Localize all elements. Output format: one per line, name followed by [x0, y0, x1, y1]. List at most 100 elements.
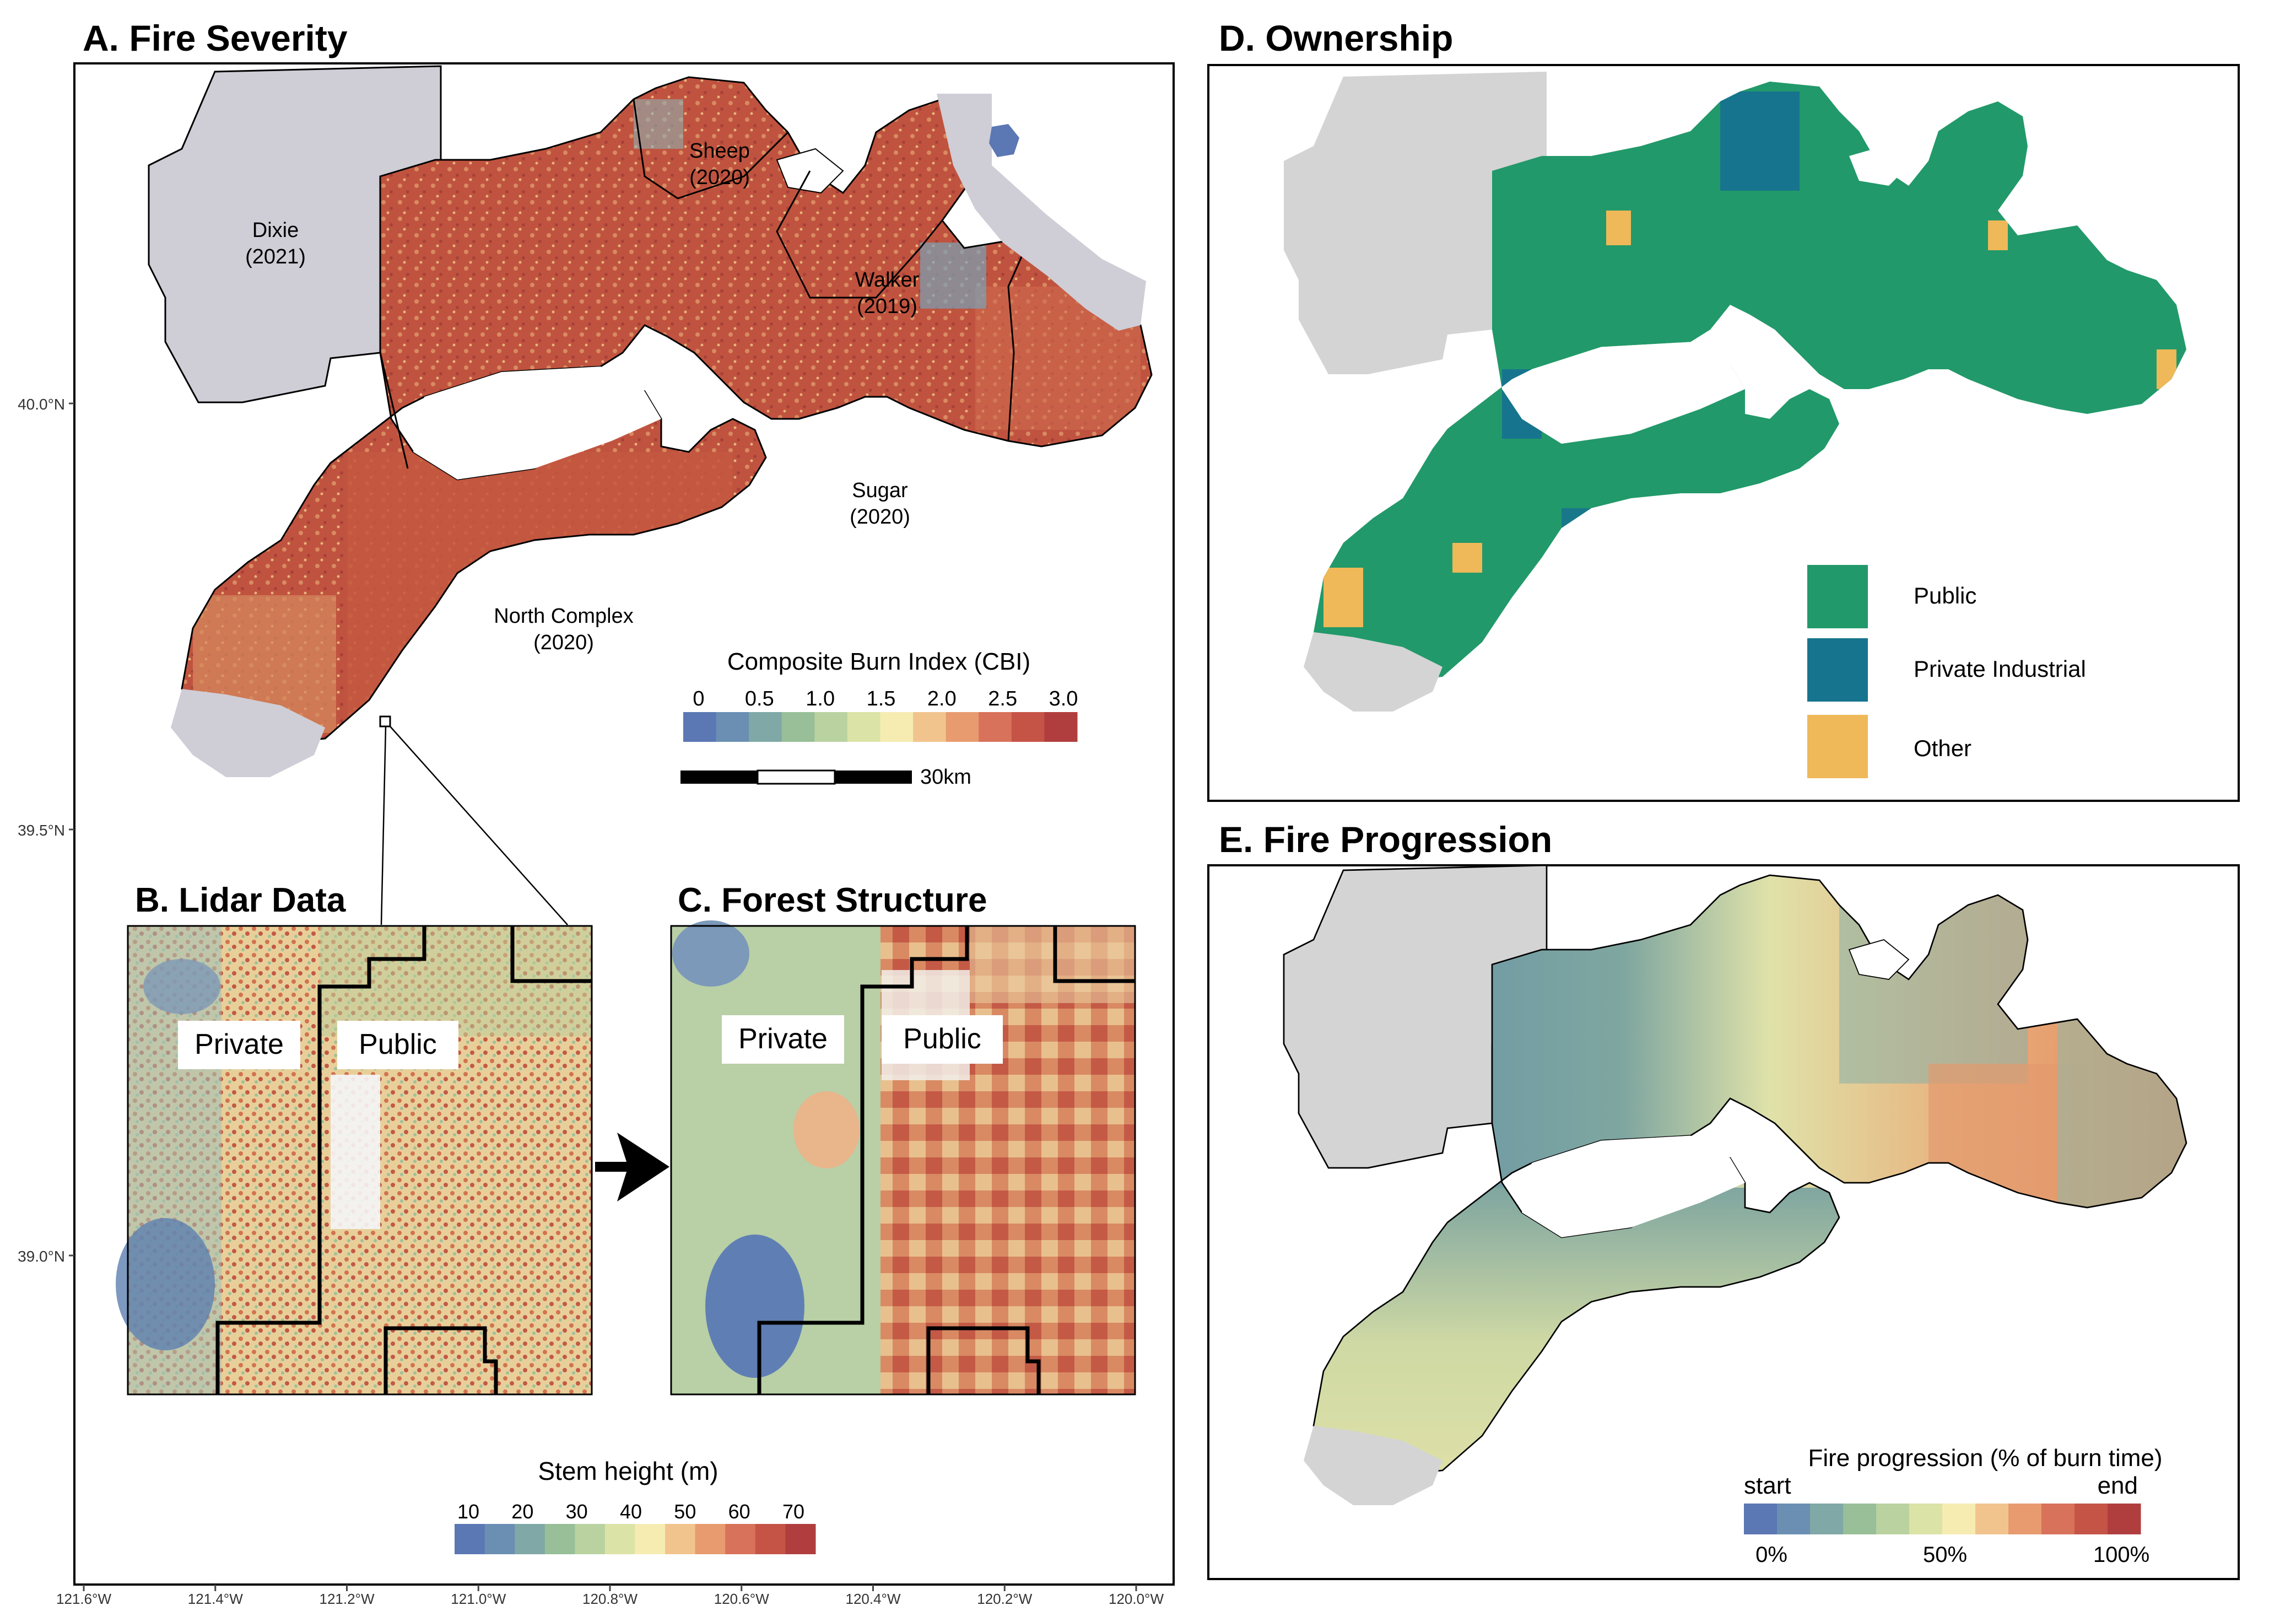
stem-legend: Stem height (m) 10 20 30 40 50 60 70 — [455, 1457, 816, 1554]
cbi-swatch-11 — [1044, 712, 1078, 742]
stem-swatch-10 — [755, 1524, 786, 1554]
stem-tick-1: 20 — [511, 1500, 533, 1523]
stem-swatch-1 — [484, 1524, 515, 1554]
cbi-tick-3: 1.5 — [867, 687, 896, 710]
ownership-label-other: Other — [1914, 735, 1971, 761]
lat-tick-2: 39.0°N — [18, 1248, 65, 1265]
progression-legend-start: start — [1744, 1472, 1791, 1499]
cbi-tick-0: 0 — [693, 687, 704, 710]
progression-tick-2: 100% — [2093, 1543, 2149, 1567]
stem-swatch-4 — [575, 1524, 606, 1554]
fire-label-north-complex-year: (2020) — [533, 631, 594, 654]
fire-label-dixie-name: Dixie — [252, 219, 299, 242]
cbi-swatch-1 — [716, 712, 749, 742]
stem-tick-6: 70 — [782, 1500, 804, 1523]
progression-swatch-10 — [2074, 1504, 2108, 1534]
fire-label-sugar-year: (2020) — [850, 505, 910, 529]
stem-tick-5: 60 — [728, 1500, 750, 1523]
cbi-tick-1: 0.5 — [745, 687, 774, 710]
panel-b-lidar: Private Public — [116, 925, 593, 1396]
lat-tick-1: 39.5°N — [18, 822, 65, 839]
progression-legend-title: Fire progression (% of burn time) — [1808, 1445, 2162, 1472]
stem-swatch-8 — [695, 1524, 726, 1554]
fire-label-walker-year: (2019) — [857, 295, 917, 318]
progression-swatch-8 — [2008, 1504, 2042, 1534]
stem-tick-3: 40 — [620, 1500, 642, 1523]
stem-legend-title: Stem height (m) — [538, 1457, 718, 1485]
fire-label-dixie-year: (2021) — [245, 245, 306, 268]
cbi-swatch-10 — [1011, 712, 1045, 742]
ownership-swatch-other — [1807, 715, 1868, 778]
stem-swatch-6 — [635, 1524, 666, 1554]
panel-d-title: D. Ownership — [1219, 18, 1453, 58]
panel-b-title: B. Lidar Data — [135, 881, 346, 919]
panel-b-label-public: Public — [359, 1028, 437, 1060]
fire-label-walker-name: Walker — [855, 268, 920, 292]
longitude-ticks: 121.6°W 121.4°W 121.2°W 121.0°W 120.8°W 120.6… — [56, 1585, 1164, 1607]
california-inset — [937, 94, 1146, 331]
fire-label-north-complex-name: North Complex — [494, 605, 633, 628]
progression-swatch-7 — [1975, 1504, 2009, 1534]
progression-tick-0: 0% — [1755, 1543, 1787, 1567]
scale-bar-label: 30km — [920, 766, 971, 789]
cbi-tick-6: 3.0 — [1049, 687, 1078, 710]
progression-legend-end: end — [2098, 1472, 2138, 1499]
panel-c-title: C. Forest Structure — [678, 881, 987, 919]
progression-swatch-4 — [1876, 1504, 1910, 1534]
progression-legend: Fire progression (% of burn time) start … — [1744, 1445, 2163, 1567]
stem-swatch-9 — [725, 1524, 756, 1554]
ownership-legend: Public Private Industrial Other — [1807, 565, 2086, 778]
stem-tick-4: 50 — [674, 1500, 696, 1523]
california-fire-highlight — [989, 124, 1019, 157]
progression-swatch-9 — [2041, 1504, 2075, 1534]
progression-swatch-2 — [1810, 1504, 1844, 1534]
cbi-tick-5: 2.5 — [988, 687, 1017, 710]
lon-tick-6: 120.4°W — [845, 1591, 900, 1607]
cbi-legend: Composite Burn Index (CBI) 0 0.5 1.0 1.5 2.0… — [683, 648, 1078, 742]
progression-swatch-0 — [1744, 1504, 1778, 1534]
cbi-swatch-9 — [979, 712, 1012, 742]
lon-tick-2: 121.2°W — [319, 1591, 374, 1607]
lon-tick-4: 120.8°W — [582, 1591, 638, 1607]
ownership-label-private-industrial: Private Industrial — [1914, 656, 2086, 682]
cbi-swatch-7 — [913, 712, 947, 742]
cbi-tick-2: 1.0 — [806, 687, 835, 710]
progression-swatch-11 — [2108, 1504, 2141, 1534]
cbi-legend-title: Composite Burn Index (CBI) — [727, 648, 1030, 675]
ownership-label-public: Public — [1914, 583, 1976, 608]
ownership-swatch-private-industrial — [1807, 638, 1868, 702]
inset-leader-left — [380, 726, 387, 925]
cbi-swatch-2 — [749, 712, 782, 742]
panel-a-title: A. Fire Severity — [83, 18, 348, 58]
lon-tick-1: 121.4°W — [188, 1591, 243, 1607]
latitude-ticks: 40.0°N 39.5°N 39.0°N — [18, 396, 74, 1265]
lat-tick-0: 40.0°N — [18, 396, 65, 413]
fire-label-sugar-name: Sugar — [852, 479, 908, 502]
lon-tick-3: 121.0°W — [451, 1591, 506, 1607]
scale-bar: 30km — [680, 766, 971, 789]
stem-swatch-11 — [785, 1524, 816, 1554]
progression-tick-1: 50% — [1923, 1543, 1967, 1567]
cbi-swatch-3 — [781, 712, 815, 742]
stem-swatch-0 — [455, 1524, 485, 1554]
cbi-tick-4: 2.0 — [927, 687, 957, 710]
stem-swatch-3 — [544, 1524, 575, 1554]
progression-swatch-3 — [1843, 1504, 1877, 1534]
lon-tick-7: 120.2°W — [977, 1591, 1032, 1607]
stem-swatch-2 — [515, 1524, 545, 1554]
fire-label-sheep-name: Sheep — [689, 139, 750, 163]
stem-swatch-7 — [665, 1524, 696, 1554]
cbi-swatch-4 — [814, 712, 848, 742]
stem-tick-0: 10 — [457, 1500, 479, 1523]
panel-c-forest-structure: Private Public — [670, 920, 1136, 1396]
arrow-b-to-c — [595, 1133, 669, 1201]
panel-c-label-public: Public — [903, 1023, 981, 1055]
stem-swatch-5 — [604, 1524, 635, 1554]
lon-tick-0: 121.6°W — [56, 1591, 111, 1607]
ownership-swatch-public — [1807, 565, 1868, 628]
cbi-swatch-5 — [847, 712, 880, 742]
cbi-swatch-6 — [880, 712, 914, 742]
lon-tick-5: 120.6°W — [714, 1591, 769, 1607]
cbi-swatch-0 — [683, 712, 717, 742]
